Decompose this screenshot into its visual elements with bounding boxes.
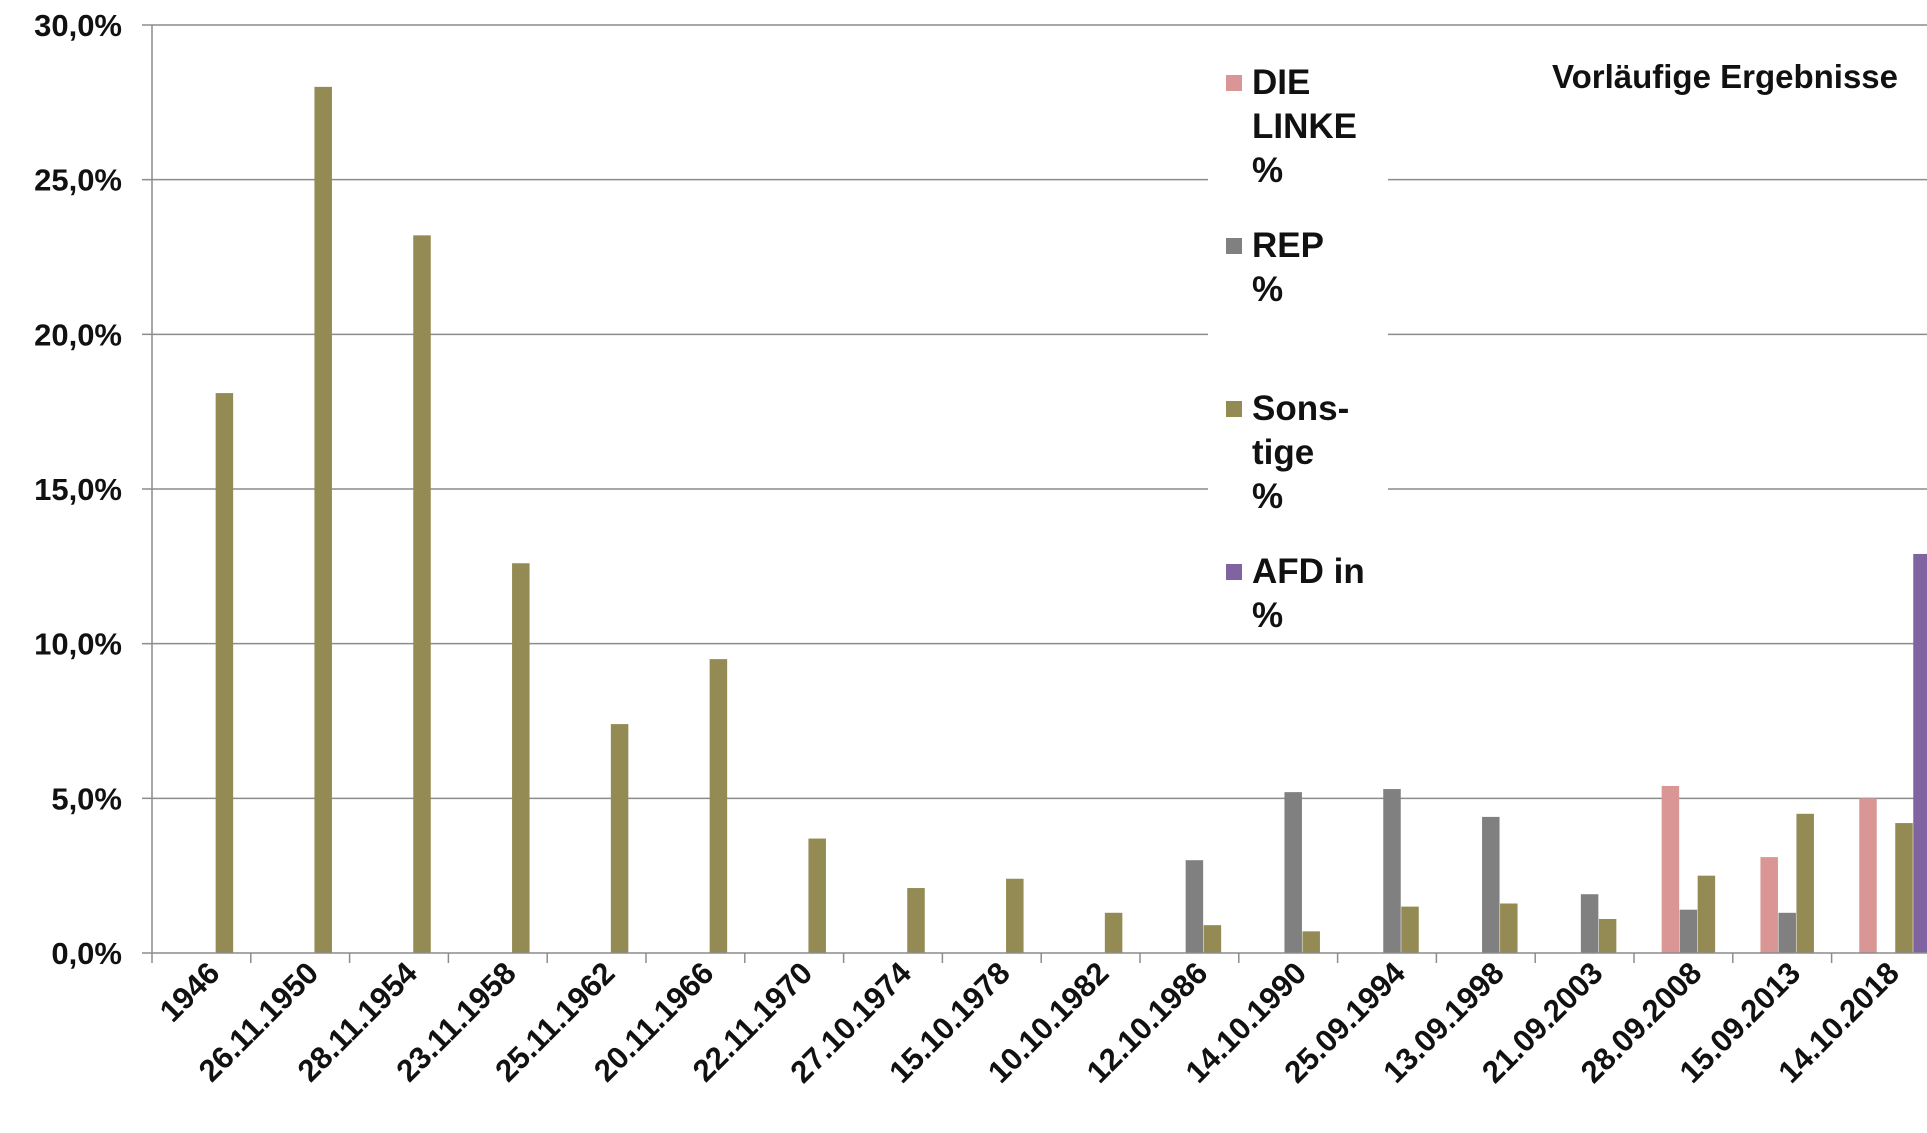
bar-sons-tige-20.11.1966 [709,659,728,953]
legend-label: REP% [1252,226,1324,309]
bar-sons-tige-10.10.1982 [1104,912,1123,953]
bar-sons-tige-21.09.2003 [1598,918,1617,953]
bar-sons-tige-23.11.1958 [512,563,530,953]
legend-swatch [1226,238,1242,254]
y-tick-label: 0,0% [51,936,122,971]
gridlines [152,24,1927,800]
bar-rep-13.09.1998 [1482,816,1500,953]
bar-sons-tige-15.09.2013 [1796,813,1814,953]
bar-rep-28.09.2008 [1679,909,1698,953]
legend-background [1208,58,1388,640]
legend-swatch [1226,564,1242,580]
bar-die-linke-14.10.2018 [1859,798,1877,953]
bar-rep-21.09.2003 [1580,894,1599,953]
legend-label: DIE LINKE% [1252,63,1357,190]
bar-rep-25.09.1994 [1383,789,1401,953]
y-tick-label: 10,0% [34,627,122,662]
bar-sons-tige-1946 [215,393,234,953]
legend-swatch [1226,401,1242,417]
bar-sons-tige-15.10.1978 [1006,878,1024,953]
bar-afd-in-14.10.2018 [1913,553,1927,953]
y-tick-label: 15,0% [34,472,122,507]
bar-sons-tige-26.11.1950 [314,86,332,953]
bar-sons-tige-25.09.1994 [1401,906,1419,953]
y-axis-ticks: 0,0% 5,0% 10,0% 15,0% 20,0% 25,0% 30,0% [34,8,152,971]
chart-annotation: Vorläufige Ergebnisse [1552,58,1898,95]
bar-rep-15.09.2013 [1778,912,1796,953]
legend-label: AFD in% [1252,552,1365,635]
bar-sons-tige-28.11.1954 [413,235,431,953]
bar-sons-tige-27.10.1974 [907,888,925,953]
bar-die-linke-28.09.2008 [1661,785,1680,953]
bar-sons-tige-25.11.1962 [610,724,629,953]
y-tick-label: 30,0% [34,8,122,43]
bar-rep-14.10.1990 [1284,792,1302,953]
y-tick-label: 5,0% [51,781,122,816]
legend-label: Sons-tige% [1252,389,1349,516]
legend-swatch [1226,75,1242,91]
bars [215,86,1927,953]
bar-sons-tige-12.10.1986 [1203,925,1222,953]
bar-sons-tige-14.10.2018 [1895,823,1913,953]
bar-sons-tige-14.10.1990 [1302,931,1320,953]
y-tick-label: 25,0% [34,163,122,198]
legend: DIE LINKE % REP % Sons-tige % AFD in% [1208,58,1388,640]
bar-rep-12.10.1986 [1185,860,1204,953]
bar-sons-tige-13.09.1998 [1500,903,1518,953]
bar-die-linke-15.09.2013 [1760,857,1778,953]
bar-sons-tige-28.09.2008 [1697,875,1716,953]
y-tick-label: 20,0% [34,317,122,352]
bar-sons-tige-22.11.1970 [808,838,826,953]
